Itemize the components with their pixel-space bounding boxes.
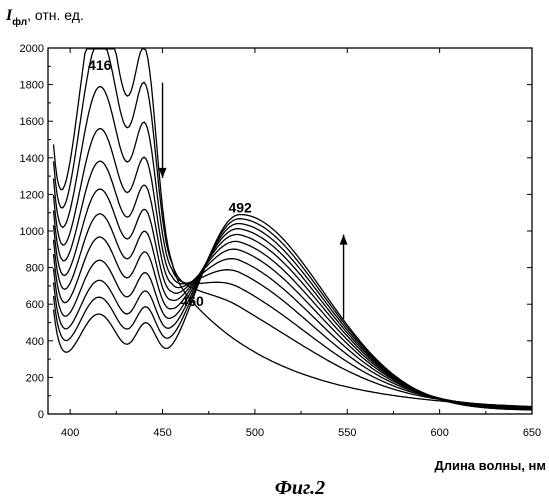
y-tick-label: 800	[26, 263, 44, 275]
arrow-head-up	[340, 235, 348, 245]
x-tick-label: 450	[153, 427, 171, 439]
spectrum-line-12	[54, 215, 533, 410]
spectrum-line-2	[54, 49, 533, 407]
peak-annotation-416: 416	[88, 57, 112, 73]
spectrum-line-4	[54, 129, 533, 408]
x-tick-label: 600	[430, 427, 448, 439]
x-tick-label: 550	[338, 427, 356, 439]
series-group	[54, 49, 533, 410]
y-tick-label: 1400	[20, 153, 44, 165]
y-tick-label: 2000	[20, 43, 44, 55]
y-tick-label: 1600	[20, 116, 44, 128]
y-axis-subscript: фл	[12, 16, 27, 28]
y-tick-label: 1200	[20, 189, 44, 201]
peak-annotation-492: 492	[228, 200, 252, 216]
spectrum-line-1	[54, 49, 533, 407]
y-tick-label: 400	[26, 336, 44, 348]
figure-caption: Фиг.2	[275, 477, 325, 499]
svg-text:Iфл, отн. ед.: Iфл, отн. ед.	[5, 7, 84, 28]
x-axis-ticks: 400 450 500 550 600 650	[61, 48, 541, 439]
x-tick-label: 650	[523, 427, 541, 439]
spectrum-line-3	[54, 87, 533, 408]
y-axis-label: Iфл, отн. ед.	[5, 7, 84, 28]
y-tick-label: 600	[26, 299, 44, 311]
x-axis-label: Длина волны, нм	[434, 458, 546, 473]
y-tick-label: 1800	[20, 80, 44, 92]
y-tick-label: 200	[26, 372, 44, 384]
peak-annotation-460: 460	[180, 293, 204, 309]
spectrum-line-6	[54, 189, 533, 408]
x-tick-label: 400	[61, 427, 79, 439]
x-tick-label: 500	[246, 427, 264, 439]
y-axis-unit: , отн. ед.	[27, 7, 84, 23]
y-tick-label: 0	[38, 409, 44, 421]
spectrum-line-10	[54, 224, 533, 410]
y-tick-label: 1000	[20, 226, 44, 238]
spectrum-line-7	[54, 214, 533, 408]
